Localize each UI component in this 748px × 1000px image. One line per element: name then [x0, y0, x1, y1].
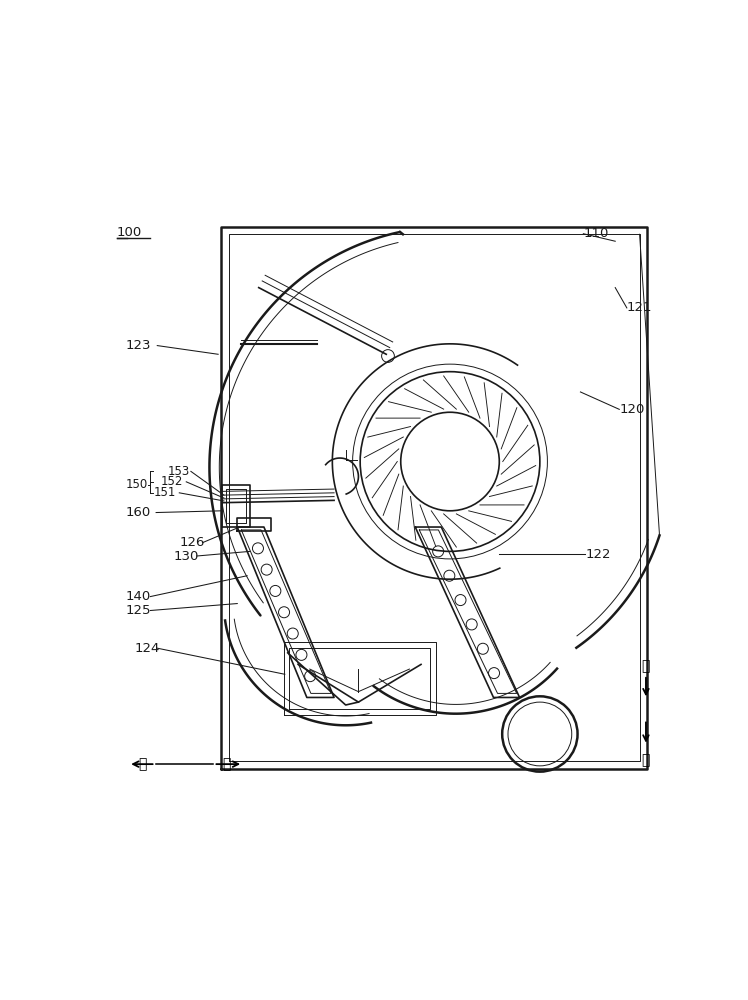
Text: 151: 151: [154, 486, 177, 499]
Text: 100: 100: [117, 226, 142, 239]
Text: 153: 153: [168, 465, 190, 478]
Text: 121: 121: [627, 301, 652, 314]
Text: 上: 上: [642, 659, 650, 673]
Text: 152: 152: [161, 475, 183, 488]
Text: 后: 后: [223, 757, 231, 771]
Text: 前: 前: [138, 757, 147, 771]
Text: 125: 125: [126, 604, 151, 617]
Text: 110: 110: [583, 227, 609, 240]
Text: 130: 130: [174, 550, 199, 563]
Text: 122: 122: [585, 548, 610, 561]
Text: 120: 120: [619, 403, 645, 416]
Text: 150: 150: [126, 478, 147, 491]
Text: 160: 160: [126, 506, 150, 519]
Text: 140: 140: [126, 590, 150, 603]
Text: 124: 124: [134, 642, 159, 655]
Text: 123: 123: [126, 339, 151, 352]
Text: 126: 126: [180, 536, 205, 549]
Text: 下: 下: [642, 753, 650, 767]
